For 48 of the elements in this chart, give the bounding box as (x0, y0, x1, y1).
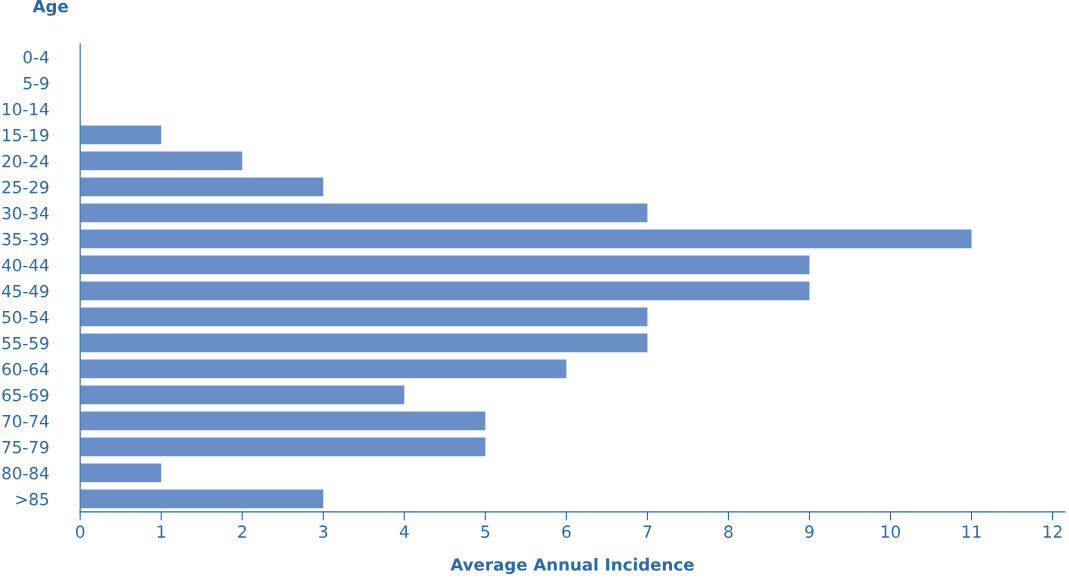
bar (80, 177, 324, 197)
bar (80, 437, 486, 457)
x-tick-label: 2 (238, 525, 246, 538)
bar (80, 229, 972, 249)
y-tick-label: 20-24 (2, 154, 49, 168)
bar (80, 385, 405, 405)
y-tick-label: 0-4 (23, 50, 49, 64)
bar (80, 463, 162, 483)
y-tick-label: 75-79 (2, 440, 49, 454)
bar (80, 411, 486, 431)
y-tick-label: >85 (16, 492, 49, 506)
bar (80, 333, 648, 353)
y-tick-label: 70-74 (2, 414, 49, 428)
bar (80, 489, 324, 509)
y-tick-label: 5-9 (23, 76, 49, 90)
x-tick-label: 3 (319, 525, 328, 538)
bar (80, 281, 810, 301)
y-tick-label: 10-14 (3, 102, 49, 116)
y-tick-label: 30-34 (2, 206, 49, 220)
y-tick-label: 60-64 (2, 362, 49, 376)
y-tick-label: 80-84 (2, 466, 49, 480)
y-tick-label: 40-44 (2, 258, 49, 272)
x-tick-label: 8 (724, 525, 733, 538)
y-tick-label: 55-59 (2, 336, 49, 350)
y-tick-label: 50-54 (2, 310, 49, 324)
y-tick-label: 35-39 (2, 232, 49, 246)
y-tick-label: 65-69 (2, 388, 49, 402)
bar (80, 203, 648, 223)
bar (80, 307, 648, 327)
bar (80, 359, 567, 379)
x-tick-label: 5 (481, 525, 490, 538)
x-tick-label: 6 (562, 525, 571, 538)
x-tick-label: 10 (881, 525, 900, 538)
x-tick-label: 9 (805, 525, 814, 538)
y-tick-label: 25-29 (2, 180, 49, 194)
y-tick-label: 45-49 (2, 284, 49, 298)
bar (80, 255, 810, 275)
x-tick-label: 11 (962, 525, 981, 538)
x-tick-label: 12 (1043, 525, 1062, 538)
x-axis-title: Average Annual Incidence (450, 557, 694, 575)
y-axis-title: Age (32, 0, 68, 16)
x-tick-label: 7 (643, 525, 652, 538)
bar (80, 151, 243, 171)
bar (80, 125, 162, 145)
x-tick-label: 4 (399, 525, 409, 538)
x-tick-label: 0 (75, 525, 85, 538)
y-tick-label: 15-19 (3, 128, 49, 142)
x-tick-label: 1 (157, 525, 165, 538)
